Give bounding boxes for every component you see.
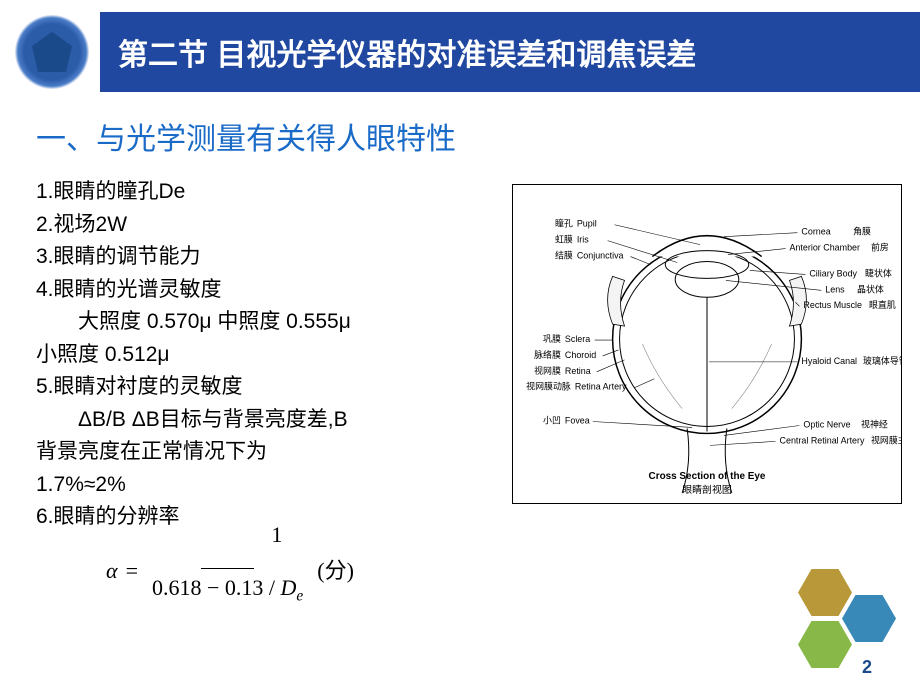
svg-text:Cross Section of the Eye: Cross Section of the Eye xyxy=(649,471,766,482)
slide-title: 第二节 目视光学仪器的对准误差和调焦误差 xyxy=(100,12,920,92)
header: 第二节 目视光学仪器的对准误差和调焦误差 xyxy=(0,0,920,96)
university-logo-icon xyxy=(8,8,96,96)
svg-text:晶状体: 晶状体 xyxy=(857,283,884,294)
svg-text:视神经: 视神经 xyxy=(861,418,888,429)
svg-text:前房: 前房 xyxy=(871,242,889,253)
page-number: 2 xyxy=(862,657,872,678)
item-5: 5.眼睛对衬度的灵敏度 xyxy=(36,371,516,404)
body-text: 1.眼睛的瞳孔De 2.视场2W 3.眼睛的调节能力 4.眼睛的光谱灵敏度 大照… xyxy=(36,176,516,608)
svg-text:小凹: 小凹 xyxy=(543,416,561,426)
svg-text:视网膜主动脉: 视网膜主动脉 xyxy=(871,434,901,445)
svg-text:Conjunctiva: Conjunctiva xyxy=(577,251,624,261)
equals: = xyxy=(126,554,138,588)
svg-text:Rectus Muscle: Rectus Muscle xyxy=(803,300,862,310)
svg-text:Retina: Retina xyxy=(565,366,591,376)
formula: α = 1 0.618 − 0.13 / De (分) xyxy=(36,534,516,608)
item-5a: ΔB/B ΔB目标与背景亮度差,B xyxy=(36,404,516,437)
svg-text:角膜: 角膜 xyxy=(853,226,871,237)
svg-text:结膜: 结膜 xyxy=(555,250,573,261)
item-5c: 1.7%≈2% xyxy=(36,469,516,502)
svg-text:睫状体: 睫状体 xyxy=(865,267,892,278)
svg-text:Iris: Iris xyxy=(577,235,589,245)
svg-text:虹膜: 虹膜 xyxy=(555,235,573,245)
svg-text:瞳孔: 瞳孔 xyxy=(555,218,573,229)
svg-text:Central Retinal Artery: Central Retinal Artery xyxy=(780,435,865,445)
svg-text:眼睛剖视图: 眼睛剖视图 xyxy=(682,483,732,496)
svg-text:Cornea: Cornea xyxy=(801,227,830,237)
svg-text:Ciliary Body: Ciliary Body xyxy=(809,268,857,278)
alpha: α xyxy=(106,554,118,588)
eye-diagram: 瞳孔 Pupil 虹膜 Iris 结膜 Conjunctiva 巩膜 Scler… xyxy=(512,184,902,504)
svg-text:Pupil: Pupil xyxy=(577,219,597,229)
svg-text:脉络膜: 脉络膜 xyxy=(534,349,561,360)
svg-text:视网膜: 视网膜 xyxy=(534,365,561,376)
item-4: 4.眼睛的光谱灵敏度 xyxy=(36,274,516,307)
item-5b: 背景亮度在正常情况下为 xyxy=(36,436,516,469)
item-4b: 小照度 0.512μ xyxy=(36,339,516,372)
item-1: 1.眼睛的瞳孔De xyxy=(36,176,516,209)
svg-text:Fovea: Fovea xyxy=(565,416,590,426)
unit: (分) xyxy=(317,554,354,588)
svg-text:Lens: Lens xyxy=(825,284,845,294)
content-area: 一、与光学测量有关得人眼特性 1.眼睛的瞳孔De 2.视场2W 3.眼睛的调节能… xyxy=(0,96,920,608)
svg-text:Sclera: Sclera xyxy=(565,334,590,344)
svg-text:视网膜动脉: 视网膜动脉 xyxy=(526,381,571,392)
svg-text:巩膜: 巩膜 xyxy=(543,334,561,344)
eye-svg-icon: 瞳孔 Pupil 虹膜 Iris 结膜 Conjunctiva 巩膜 Scler… xyxy=(513,185,901,503)
section-heading: 一、与光学测量有关得人眼特性 xyxy=(36,114,884,158)
svg-text:玻璃体导管: 玻璃体导管 xyxy=(863,355,901,366)
item-3: 3.眼睛的调节能力 xyxy=(36,241,516,274)
fraction: 1 0.618 − 0.13 / De xyxy=(146,534,309,608)
svg-text:Anterior Chamber: Anterior Chamber xyxy=(789,243,860,253)
item-4a: 大照度 0.570μ 中照度 0.555μ xyxy=(36,306,516,339)
svg-text:Choroid: Choroid xyxy=(565,350,596,360)
svg-text:眼直肌: 眼直肌 xyxy=(869,299,896,310)
item-2: 2.视场2W xyxy=(36,209,516,242)
svg-text:Retina Artery: Retina Artery xyxy=(575,382,627,392)
svg-text:Optic Nerve: Optic Nerve xyxy=(803,419,850,429)
svg-text:Hyaloid Canal: Hyaloid Canal xyxy=(801,356,857,366)
decorative-hexagons-icon xyxy=(760,550,920,690)
